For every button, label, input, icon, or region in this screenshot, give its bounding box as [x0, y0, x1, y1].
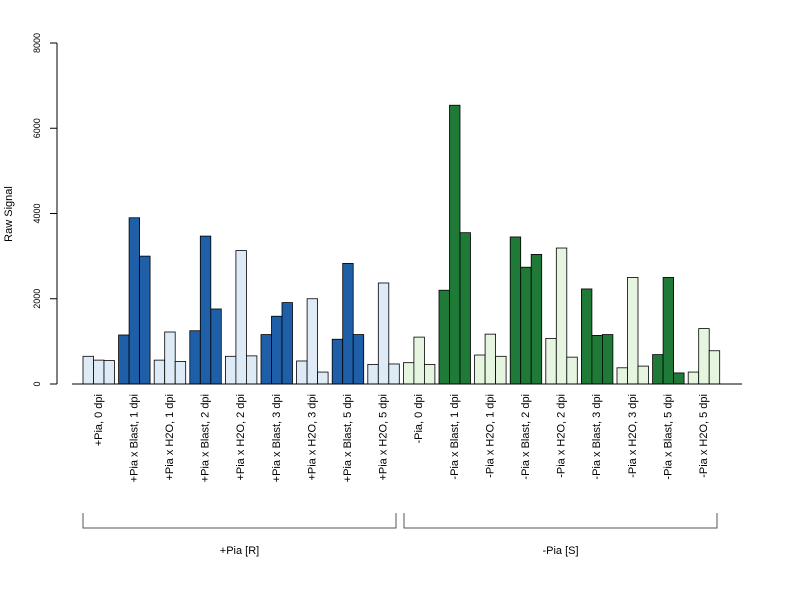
- bar: [402, 362, 415, 385]
- bar: [555, 247, 568, 385]
- bar: [627, 277, 639, 385]
- category-label: -Pia x H2O, 5 dpi: [698, 394, 710, 478]
- bar: [566, 356, 578, 385]
- category-label: -Pia x Blast, 2 dpi: [520, 394, 532, 480]
- bar: [103, 360, 115, 385]
- bar: [331, 338, 344, 385]
- y-axis: 0 2000 4000 6000 8000: [32, 33, 58, 387]
- bar: [82, 355, 94, 385]
- bar: [199, 235, 212, 385]
- bar: [245, 355, 258, 385]
- category-label: -Pia x Blast, 5 dpi: [662, 394, 674, 480]
- bar: [306, 298, 319, 385]
- y-tick-label: 0: [32, 381, 42, 386]
- category-label: -Pia x Blast, 1 dpi: [449, 394, 461, 480]
- bar: [317, 371, 329, 385]
- bar: [164, 331, 176, 385]
- bar: [449, 104, 461, 385]
- bar: [174, 361, 187, 385]
- category-label: +Pia x Blast, 5 dpi: [342, 394, 354, 482]
- y-axis-title: Raw Signal: [3, 186, 15, 242]
- bar: [581, 288, 593, 385]
- bars: [82, 104, 721, 385]
- bar: [367, 363, 379, 385]
- bar: [260, 334, 272, 385]
- y-tick-label: 2000: [32, 289, 42, 309]
- category-label: +Pia x Blast, 1 dpi: [128, 394, 140, 482]
- category-label: +Pia x H2O, 5 dpi: [378, 394, 390, 481]
- bar: [118, 334, 130, 385]
- bar: [484, 333, 497, 385]
- bar: [602, 334, 614, 385]
- group-label: +Pia [R]: [220, 545, 259, 557]
- bar: [616, 367, 628, 385]
- bar: [388, 363, 400, 385]
- bar: [687, 371, 700, 385]
- group-bracket: [403, 513, 718, 529]
- bar: [459, 232, 471, 385]
- bar: [673, 372, 685, 385]
- bar: [189, 330, 201, 385]
- category-label: +Pia x Blast, 2 dpi: [200, 394, 212, 482]
- category-label: +Pia x H2O, 2 dpi: [235, 394, 247, 481]
- bar: [235, 250, 247, 385]
- bar: [377, 282, 390, 385]
- group-bracket: [82, 513, 397, 529]
- bar: [296, 360, 308, 385]
- category-label: -Pia x H2O, 3 dpi: [627, 394, 639, 478]
- bar: [474, 354, 486, 385]
- category-label: -Pia x H2O, 1 dpi: [484, 394, 496, 478]
- bar: [423, 363, 436, 385]
- bar: [342, 262, 354, 385]
- bar: [352, 334, 365, 385]
- bar: [224, 355, 237, 385]
- category-label: +Pia, 0 dpi: [93, 394, 105, 446]
- bar: [530, 254, 543, 385]
- group-brackets: +Pia [R] -Pia [S]: [82, 513, 718, 557]
- y-tick-label: 8000: [32, 33, 42, 53]
- bar: [128, 217, 141, 385]
- bar: [281, 302, 293, 385]
- bar: [662, 277, 674, 385]
- bar: [637, 365, 649, 385]
- bar: [509, 236, 522, 385]
- y-tick-label: 4000: [32, 203, 42, 223]
- bar: [652, 354, 664, 385]
- bar: [271, 315, 283, 385]
- bar: [153, 359, 166, 385]
- category-labels: +Pia, 0 dpi +Pia x Blast, 1 dpi +Pia x H2O…: [93, 394, 710, 482]
- bar: [708, 350, 721, 385]
- bar: [413, 336, 425, 385]
- category-label: -Pia, 0 dpi: [413, 394, 425, 444]
- bar: [591, 335, 603, 385]
- category-label: +Pia x H2O, 3 dpi: [306, 394, 318, 481]
- bar: [520, 266, 532, 385]
- category-label: -Pia x Blast, 3 dpi: [591, 394, 603, 480]
- bar: [210, 308, 222, 385]
- bar: [438, 289, 450, 385]
- category-label: +Pia x H2O, 1 dpi: [164, 394, 176, 481]
- bar: [139, 255, 151, 385]
- y-tick-label: 6000: [32, 118, 42, 138]
- bar: [545, 337, 557, 385]
- bar: [698, 328, 710, 385]
- category-label: -Pia x H2O, 2 dpi: [556, 394, 568, 478]
- bar: [495, 355, 507, 385]
- bar: [93, 359, 105, 385]
- group-label: -Pia [S]: [542, 545, 578, 557]
- category-label: +Pia x Blast, 3 dpi: [271, 394, 283, 482]
